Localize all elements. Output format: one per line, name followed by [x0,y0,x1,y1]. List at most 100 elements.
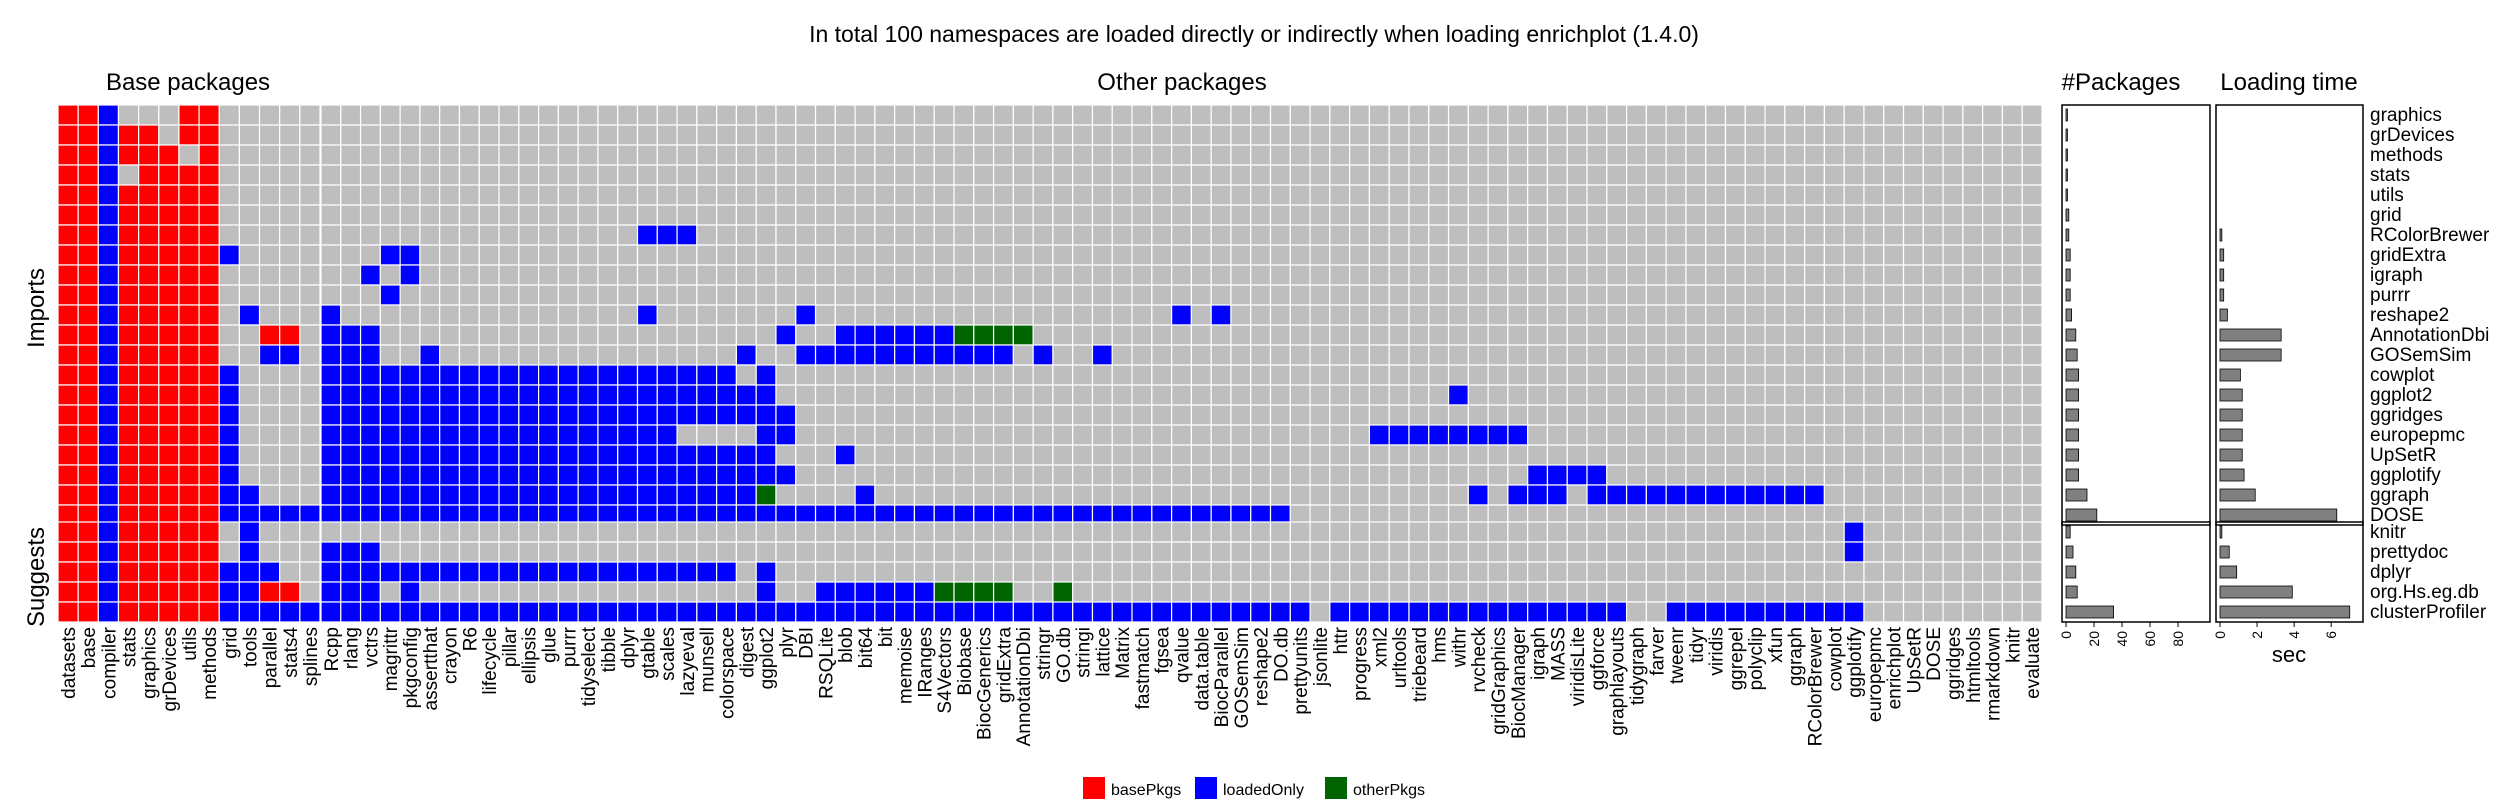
other-cell [1625,324,1647,346]
other-cell [340,184,362,206]
base-cell [218,124,240,146]
other-cell [1645,104,1667,126]
other-cell [1467,444,1489,466]
other-cell [1804,324,1826,346]
base-cell [198,164,220,186]
other-column-label: enrichplot [1885,626,1906,709]
other-cell [636,124,658,146]
base-cell [138,264,160,286]
other-cell [894,144,916,166]
other-cell [656,244,678,266]
base-cell [218,444,240,466]
base-cell [138,384,160,406]
base-cell [77,264,99,286]
other-cell [1151,144,1173,166]
other-cell [1942,164,1964,186]
other-cell [1329,541,1351,563]
other-cell [1625,184,1647,206]
base-cell [238,164,261,186]
other-cell [1705,224,1727,246]
other-cell [1368,344,1390,366]
other-cell [973,541,995,563]
other-cell [537,304,559,326]
other-cell [1982,521,2004,543]
other-cell [1942,404,1964,426]
other-cell [1487,324,1509,346]
base-cell [117,364,140,386]
base-cell [57,404,79,426]
other-cell [834,264,856,286]
other-cell [1289,244,1311,266]
base-cell [299,521,321,543]
other-cell [1843,521,1865,543]
other-cell [1032,124,1054,146]
other-column-label: DBI [797,627,818,659]
other-cell [1823,164,1845,186]
other-cell [755,464,777,486]
other-cell [419,104,441,126]
base-cell [158,264,180,286]
other-cell [913,224,935,246]
other-cell [597,104,619,126]
other-column-label: viridisLite [1568,627,1589,706]
other-cell [439,304,461,326]
other-cell [399,264,421,286]
other-cell [1487,581,1509,603]
other-cell [1942,521,1964,543]
other-cell [419,521,441,543]
other-cell [1190,344,1212,366]
other-cell [1230,581,1252,603]
other-cell [1566,264,1588,286]
other-cell [1052,521,1074,543]
base-cell [299,324,321,346]
other-cell [419,124,441,146]
other-cell [953,444,975,466]
other-cell [1705,324,1727,346]
other-cell [577,164,599,186]
other-cell [340,444,362,466]
base-cell [97,104,120,126]
other-cell [1408,384,1430,406]
other-cell [1289,561,1311,583]
other-cell [913,204,935,226]
other-cell [1586,244,1608,266]
other-cell [1645,444,1667,466]
other-panel-title: Other packages [1097,69,1266,96]
other-cell [2021,204,2043,226]
other-cell [1645,581,1667,603]
other-cell [1171,324,1192,346]
other-cell [656,464,678,486]
other-cell [1823,561,1845,583]
other-cell [1447,264,1469,286]
other-cell [518,144,540,166]
other-cell [1329,164,1351,186]
other-cell [1883,344,1905,366]
other-cell [478,244,500,266]
other-column-label: fgsea [1153,627,1174,674]
other-cell [1744,464,1766,486]
base-cell [158,364,180,386]
time-axis-label: 2 [2249,631,2265,639]
other-cell [1665,444,1687,466]
other-cell [1527,581,1549,603]
other-cell [1111,521,1133,543]
other-cell [1764,424,1786,446]
other-cell [1922,424,1944,446]
row-label: gridExtra [2370,245,2446,266]
other-cell [1349,404,1371,426]
other-cell [1645,364,1667,386]
other-cell [973,521,995,543]
other-cell [1210,264,1232,286]
other-cell [537,384,559,406]
other-cell [1428,464,1450,486]
other-cell [537,164,559,186]
other-cell [399,484,421,506]
other-cell [1546,581,1568,603]
other-cell [894,264,916,286]
other-cell [1309,324,1331,346]
other-cell [676,324,698,346]
other-cell [1012,164,1034,186]
other-cell [696,164,718,186]
other-cell [597,124,619,146]
other-cell [1408,404,1430,426]
